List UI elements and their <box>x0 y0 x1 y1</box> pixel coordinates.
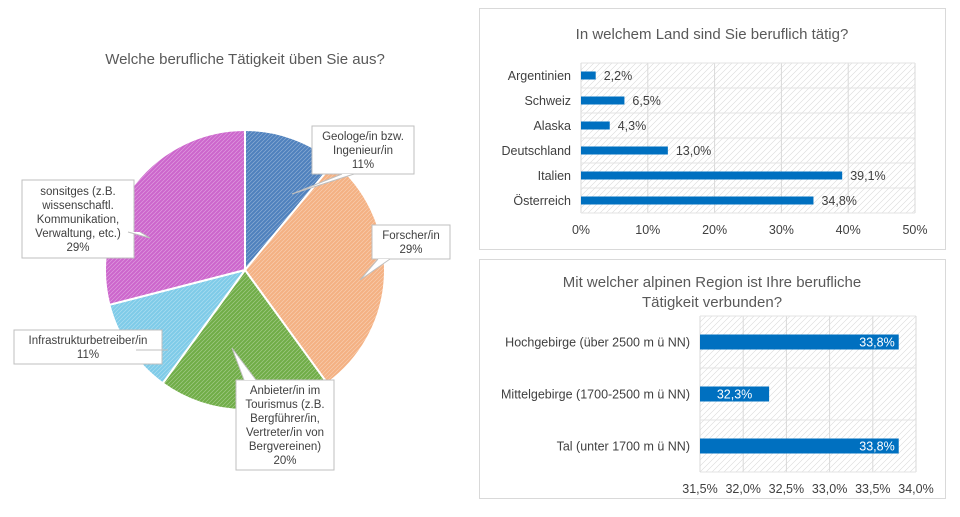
pie-slice-label: Verwaltung, etc.) <box>35 228 121 240</box>
pie-callout-pointer <box>127 231 151 239</box>
bar <box>581 71 596 80</box>
country-bar-chart: In welchem Land sind Sie beruflich tätig… <box>502 26 928 237</box>
x-tick-label: 40% <box>836 223 861 237</box>
x-tick-label: 20% <box>702 223 727 237</box>
pie-callout-box <box>21 179 135 259</box>
x-tick-label: 0% <box>572 223 590 237</box>
data-label: 13,0% <box>676 144 711 158</box>
region-chart-panel: Mit welcher alpinen Region ist Ihre beru… <box>479 259 946 499</box>
pie-slice-label: Anbieter/in im <box>250 385 320 397</box>
pie-callout-box <box>311 125 415 175</box>
x-tick-label: 30% <box>769 223 794 237</box>
category-label: Deutschland <box>502 144 572 158</box>
bar <box>700 386 770 402</box>
bar <box>581 196 814 205</box>
category-label: Tal (unter 1700 m ü NN) <box>557 440 690 454</box>
x-tick-label: 50% <box>902 223 927 237</box>
pie-slice-label: Vertreter/in von <box>246 427 324 439</box>
category-label: Alaska <box>533 119 571 133</box>
bar <box>700 438 899 454</box>
pie-slice-texture <box>105 130 245 305</box>
pie-slice-label: Ingenieur/in <box>333 145 393 157</box>
data-label: 34,8% <box>821 194 856 208</box>
x-tick-label: 31,5% <box>682 482 717 496</box>
category-label: Hochgebirge (über 2500 m ü NN) <box>505 336 690 350</box>
x-tick-label: 33,0% <box>812 482 847 496</box>
country-chart-panel: In welchem Land sind Sie beruflich tätig… <box>479 8 946 250</box>
pie-callout-box <box>235 379 335 471</box>
pie-slice-label: Tourismus (z.B. <box>245 399 324 411</box>
region-chart-title-line-2: Tätigkeit verbunden? <box>642 294 782 311</box>
pie-slice-label: Bergvereinen) <box>249 441 321 453</box>
pie-slice-value-label: 11% <box>77 349 99 361</box>
bar <box>581 171 843 180</box>
pie-slice-label: wissenschaftl. <box>41 200 114 212</box>
bar <box>700 334 899 350</box>
pie-callout-pointer <box>291 173 355 195</box>
data-label: 2,2% <box>604 69 633 83</box>
pie-slice-label: Forscher/in <box>382 230 440 242</box>
category-label: Schweiz <box>524 94 571 108</box>
pie-chart-title: Welche berufliche Tätigkeit üben Sie aus… <box>105 51 385 68</box>
x-tick-label: 32,0% <box>725 482 760 496</box>
pie-callout-pointer <box>231 347 257 381</box>
region-bar-chart: Mit welcher alpinen Region ist Ihre beru… <box>501 274 934 496</box>
pie-slice-value-label: 20% <box>273 455 296 467</box>
category-label: Österreich <box>513 194 571 208</box>
pie-slice-label: Bergführer/in, <box>250 413 320 425</box>
pie-callout-box <box>371 224 451 260</box>
region-chart-title-line-1: Mit welcher alpinen Region ist Ihre beru… <box>563 274 861 291</box>
data-label: 6,5% <box>632 94 661 108</box>
pie-chart-panel: Welche berufliche Tätigkeit üben Sie aus… <box>0 0 470 512</box>
data-label: 39,1% <box>850 169 885 183</box>
data-label: 33,8% <box>859 440 894 454</box>
x-tick-label: 32,5% <box>769 482 804 496</box>
bar <box>581 96 625 105</box>
pie-slice-texture <box>245 162 385 384</box>
pie-slice-label: Kommunikation, <box>37 214 119 226</box>
country-chart-title: In welchem Land sind Sie beruflich tätig… <box>576 26 849 43</box>
pie-callout-box <box>13 329 163 365</box>
bar <box>581 146 668 155</box>
data-label: 33,8% <box>859 336 894 350</box>
category-label: Mittelgebirge (1700-2500 m ü NN) <box>501 388 690 402</box>
x-tick-label: 34,0% <box>898 482 933 496</box>
pie-slice-value-label: 29% <box>399 244 422 256</box>
x-tick-label: 10% <box>635 223 660 237</box>
pie-slice-label: Geologe/in bzw. <box>322 131 404 143</box>
pie-slice-label: sonsitges (z.B. <box>40 186 115 198</box>
pie-slice-label: Infrastrukturbetreiber/in <box>29 335 148 347</box>
pie-chart: Welche berufliche Tätigkeit üben Sie aus… <box>13 51 451 471</box>
category-label: Argentinien <box>508 69 571 83</box>
pie-slice-value-label: 29% <box>66 242 89 254</box>
bar <box>581 121 610 130</box>
data-label: 32,3% <box>717 388 752 402</box>
category-label: Italien <box>538 169 571 183</box>
x-tick-label: 33,5% <box>855 482 890 496</box>
data-label: 4,3% <box>618 119 647 133</box>
pie-slice-value-label: 11% <box>352 159 374 171</box>
pie-slice-texture <box>162 270 328 411</box>
pie-callout-pointer <box>359 258 391 281</box>
